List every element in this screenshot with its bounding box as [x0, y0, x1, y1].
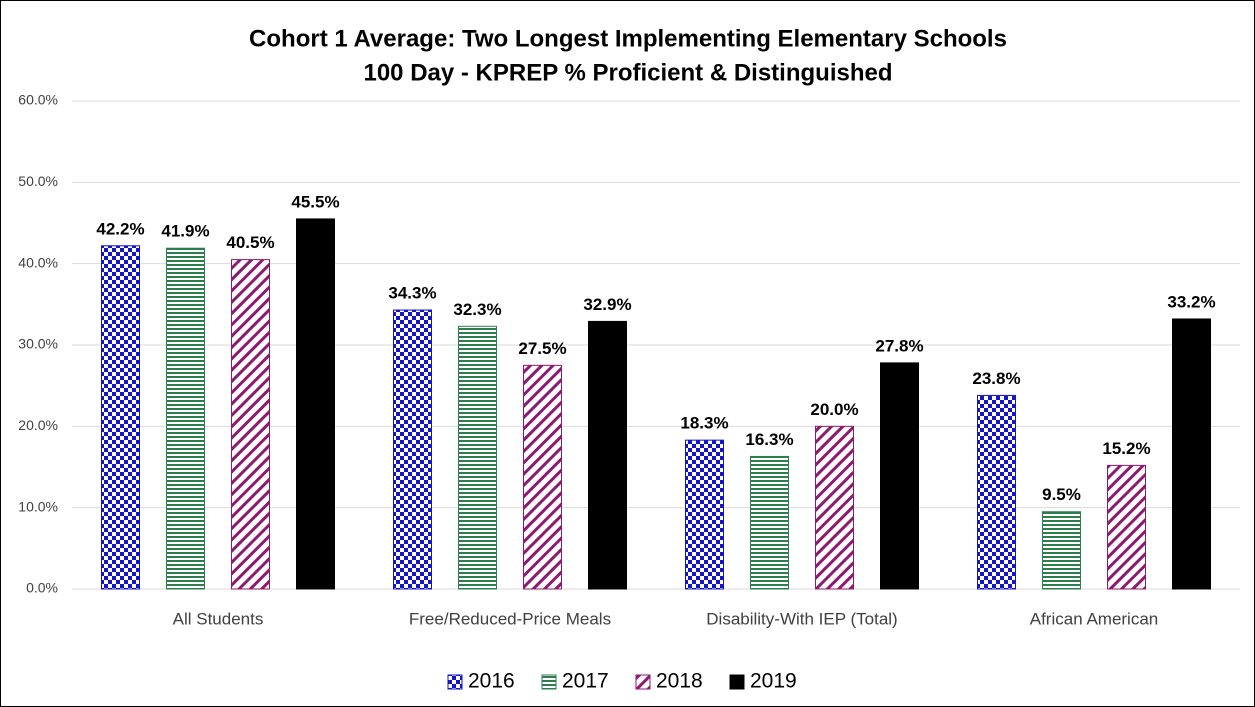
y-tick-label: 60.0%	[18, 92, 58, 108]
legend-label: 2017	[562, 670, 609, 693]
legend-marker	[635, 674, 651, 690]
bar	[296, 218, 335, 590]
x-tick-label: Free/Reduced-Price Meals	[409, 609, 611, 628]
data-label: 32.9%	[583, 295, 631, 314]
data-label: 16.3%	[745, 430, 793, 449]
bar	[523, 364, 562, 590]
data-label: 34.3%	[388, 284, 436, 303]
legend-marker	[541, 674, 557, 690]
legend-label: 2018	[656, 670, 703, 693]
y-tick-label: 30.0%	[18, 336, 58, 352]
bar	[101, 245, 140, 590]
data-label: 20.0%	[810, 400, 858, 419]
legend-marker	[729, 674, 745, 690]
data-label: 33.2%	[1167, 292, 1215, 311]
legend-marker	[447, 674, 463, 690]
y-tick-label: 50.0%	[18, 173, 58, 189]
bar	[1172, 318, 1211, 590]
data-label: 27.5%	[518, 339, 566, 358]
data-label: 40.5%	[226, 233, 274, 252]
bar	[1107, 464, 1146, 590]
x-tick-label: Disability-With IEP (Total)	[706, 609, 897, 628]
bar	[588, 320, 627, 590]
bar	[750, 455, 789, 590]
data-label: 18.3%	[680, 414, 728, 433]
bar	[458, 325, 497, 590]
chart-title: Cohort 1 Average: Two Longest Implementi…	[249, 25, 1007, 52]
bar	[880, 362, 919, 590]
y-tick-label: 0.0%	[26, 580, 58, 596]
bar	[1042, 511, 1081, 590]
data-label: 9.5%	[1042, 485, 1081, 504]
bar	[977, 394, 1016, 590]
data-label: 27.8%	[875, 336, 923, 355]
data-label: 41.9%	[161, 222, 209, 241]
legend-label: 2016	[468, 670, 515, 693]
data-label: 45.5%	[291, 192, 339, 211]
data-label: 42.2%	[96, 219, 144, 238]
bar	[685, 439, 724, 590]
y-tick-label: 40.0%	[18, 254, 58, 270]
data-label: 32.3%	[453, 300, 501, 319]
x-tick-label: African American	[1030, 609, 1159, 628]
data-label: 15.2%	[1102, 439, 1150, 458]
chart-subtitle: 100 Day - KPREP % Proficient & Distingui…	[363, 59, 892, 86]
bar	[231, 259, 270, 590]
y-tick-label: 20.0%	[18, 417, 58, 433]
bar	[166, 247, 205, 590]
bar	[393, 309, 432, 590]
bar	[815, 425, 854, 590]
y-tick-label: 10.0%	[18, 498, 58, 514]
data-label: 23.8%	[972, 369, 1020, 388]
x-tick-label: All Students	[173, 609, 264, 628]
legend-label: 2019	[750, 670, 797, 693]
